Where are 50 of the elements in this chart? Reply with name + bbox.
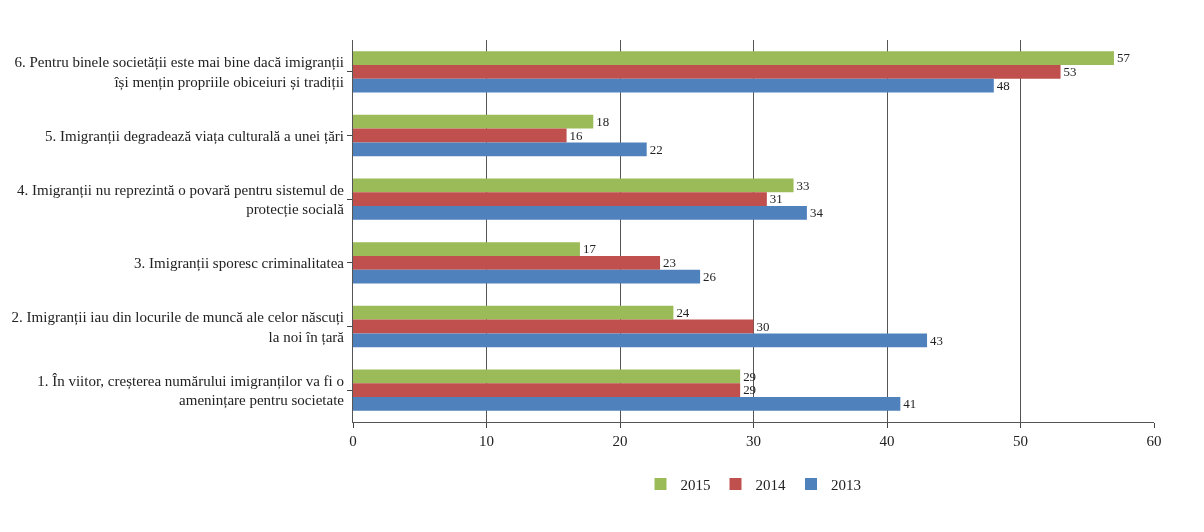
bar: [353, 269, 701, 284]
legend-label: 2015: [680, 476, 711, 493]
y-tick-label: 1. În viitor, creșterea numărului imigranților va fi o amenințare pentru societate: [37, 372, 345, 410]
y-tick-label: 2. Imigranții iau din locurile de muncă ale celor născuți la noi în țară: [11, 309, 345, 346]
legend-label: 2014: [755, 476, 786, 493]
bar: [353, 206, 807, 220]
y-tick-label: 4. Imigranții nu reprezintă o povară pentru sistemul de protecție socială: [17, 181, 345, 219]
x-tick-label: 0: [349, 433, 357, 449]
y-tick-label: 3. Imigranții sporesc criminalitatea: [134, 255, 345, 273]
bar: [353, 305, 674, 320]
data-label: 33: [796, 177, 810, 193]
y-tick-label: 5. Imigranții degradează viața culturală a unei țări: [44, 127, 344, 145]
bar: [353, 192, 767, 207]
data-label: 31: [769, 191, 783, 207]
data-label: 26: [703, 268, 717, 284]
bar: [353, 142, 647, 157]
data-label: 24: [676, 305, 690, 321]
y-tick-label: 6. Pentru binele societății este mai bine dacă imigranții își mențin propriile obiceiuri și tradiții: [14, 54, 344, 91]
bar: [353, 369, 741, 384]
data-label: 18: [596, 114, 610, 130]
data-label: 34: [809, 205, 824, 221]
bar: [353, 242, 580, 256]
x-tick-label: 50: [1013, 433, 1028, 449]
data-label: 43: [930, 332, 943, 348]
bar: [353, 397, 901, 411]
data-label: 17: [582, 241, 597, 257]
data-label: 22: [649, 141, 663, 157]
x-tick-label: 30: [746, 433, 761, 449]
bar: [353, 333, 928, 348]
bar: [353, 255, 661, 270]
bar: [353, 114, 594, 129]
bar: [353, 78, 994, 93]
bar: [353, 51, 1114, 65]
x-tick-label: 10: [479, 433, 494, 449]
bar: [353, 383, 741, 398]
bar: [353, 128, 567, 143]
data-label: 16: [569, 127, 584, 143]
bar: [353, 178, 794, 193]
data-label: 53: [1063, 64, 1077, 80]
legend-label: 2013: [831, 476, 861, 493]
bar: [353, 319, 754, 334]
x-tick-label: 60: [1146, 433, 1162, 449]
data-label: 23: [663, 255, 676, 271]
data-label: 30: [756, 318, 770, 334]
data-label: 57: [1116, 50, 1131, 66]
x-tick-label: 20: [612, 433, 628, 449]
data-label: 48: [996, 77, 1010, 93]
x-tick-label: 40: [879, 433, 895, 449]
data-label: 41: [903, 396, 917, 412]
bar: [353, 64, 1061, 79]
